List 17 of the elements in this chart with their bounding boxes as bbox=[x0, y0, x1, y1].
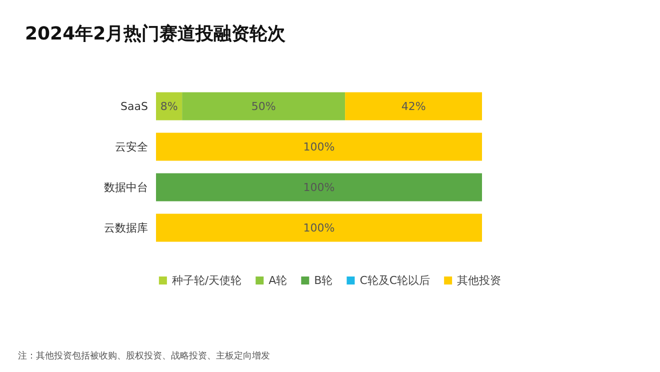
y-tick-label: 云数据库 bbox=[104, 221, 148, 234]
text: 注：其他投资包括被收购、股权投资、战略投资、主板定向增发 bbox=[18, 350, 270, 362]
data-label: 100% bbox=[303, 180, 335, 194]
y-tick-label: SaaS bbox=[120, 100, 148, 113]
data-label: 100% bbox=[303, 221, 335, 234]
data-label: 42% bbox=[401, 100, 426, 113]
legend-label: 其他投资 bbox=[457, 274, 502, 287]
data-label: 100% bbox=[303, 140, 335, 154]
y-tick-label: 数据中台 bbox=[104, 180, 148, 194]
legend-label: 种子轮/天使轮 bbox=[172, 274, 242, 287]
legend-label: C轮及C轮以后 bbox=[360, 274, 430, 287]
legend-label: A轮 bbox=[268, 274, 288, 287]
y-tick-label: 云安全 bbox=[115, 140, 148, 154]
chart-title: 2024年2月热门赛道投融资轮次 bbox=[25, 24, 287, 44]
legend-label: B轮 bbox=[314, 274, 333, 287]
data-label: 8% bbox=[160, 100, 178, 113]
data-label: 50% bbox=[251, 100, 276, 113]
